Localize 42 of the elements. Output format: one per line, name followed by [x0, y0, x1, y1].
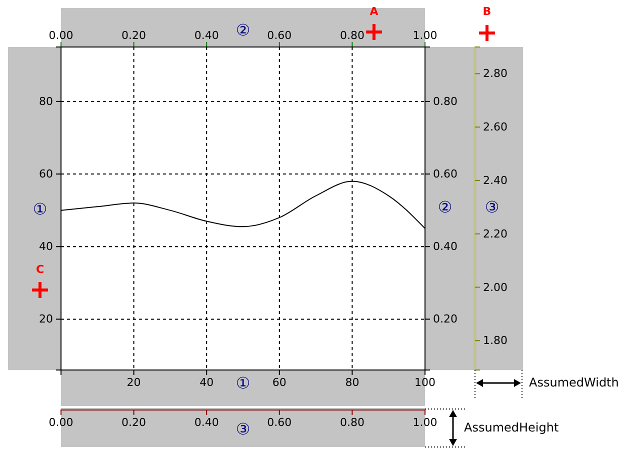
- x-tick-label: 20: [126, 376, 141, 389]
- y3-tick-label: 2.00: [483, 280, 508, 294]
- x-tick-label: 60: [272, 376, 286, 389]
- text: B: [482, 5, 492, 18]
- text: C: [36, 263, 44, 276]
- y3-axis-title: ③: [484, 197, 500, 216]
- x2-axis-title: ②: [236, 20, 250, 40]
- text: AssumedWidth: [529, 375, 619, 390]
- text: 0.60: [267, 416, 292, 429]
- y2-tick-label: 0.80: [433, 94, 458, 108]
- text: AssumedHeight: [464, 420, 559, 434]
- y-tick-label: 40: [39, 240, 53, 254]
- y-axis-title: ①: [32, 199, 48, 218]
- x-tick-label: 40: [200, 376, 214, 389]
- y2-tick-label: 0.20: [433, 312, 458, 326]
- text: A: [370, 5, 379, 18]
- y3-tick-label: 2.60: [483, 120, 508, 134]
- x-tick-label: 80: [345, 376, 360, 389]
- y3-tick-label: 2.80: [483, 67, 508, 80]
- text: 0.40: [194, 416, 219, 429]
- x2-tick-label: 1.00: [412, 29, 438, 42]
- x2-tick-label: 0.20: [122, 29, 146, 42]
- y-tick-label: 80: [39, 94, 53, 108]
- y2-axis-title: ②: [438, 197, 452, 216]
- text: ③: [236, 419, 250, 438]
- x-tick-label: 100: [414, 376, 436, 389]
- text: 0.20: [122, 416, 146, 429]
- text: 1.00: [412, 416, 438, 429]
- y3-tick-label: 2.40: [483, 174, 508, 187]
- y-tick-label: 20: [39, 312, 53, 326]
- y2-tick-label: 0.40: [433, 240, 458, 254]
- y2-tick-label: 0.60: [433, 168, 458, 181]
- x2-tick-label: 0.80: [340, 29, 364, 42]
- text: 0.00: [48, 416, 74, 429]
- x2-tick-label: 0.00: [48, 29, 74, 42]
- x2-tick-label: 0.40: [194, 29, 219, 42]
- y3-tick-label: 2.20: [483, 227, 508, 240]
- y3-tick-label: 1.80: [483, 334, 508, 348]
- y-tick-label: 60: [39, 168, 53, 181]
- text: 0.80: [340, 416, 364, 429]
- x-axis-title: ①: [236, 373, 250, 392]
- x2-tick-label: 0.60: [267, 29, 292, 42]
